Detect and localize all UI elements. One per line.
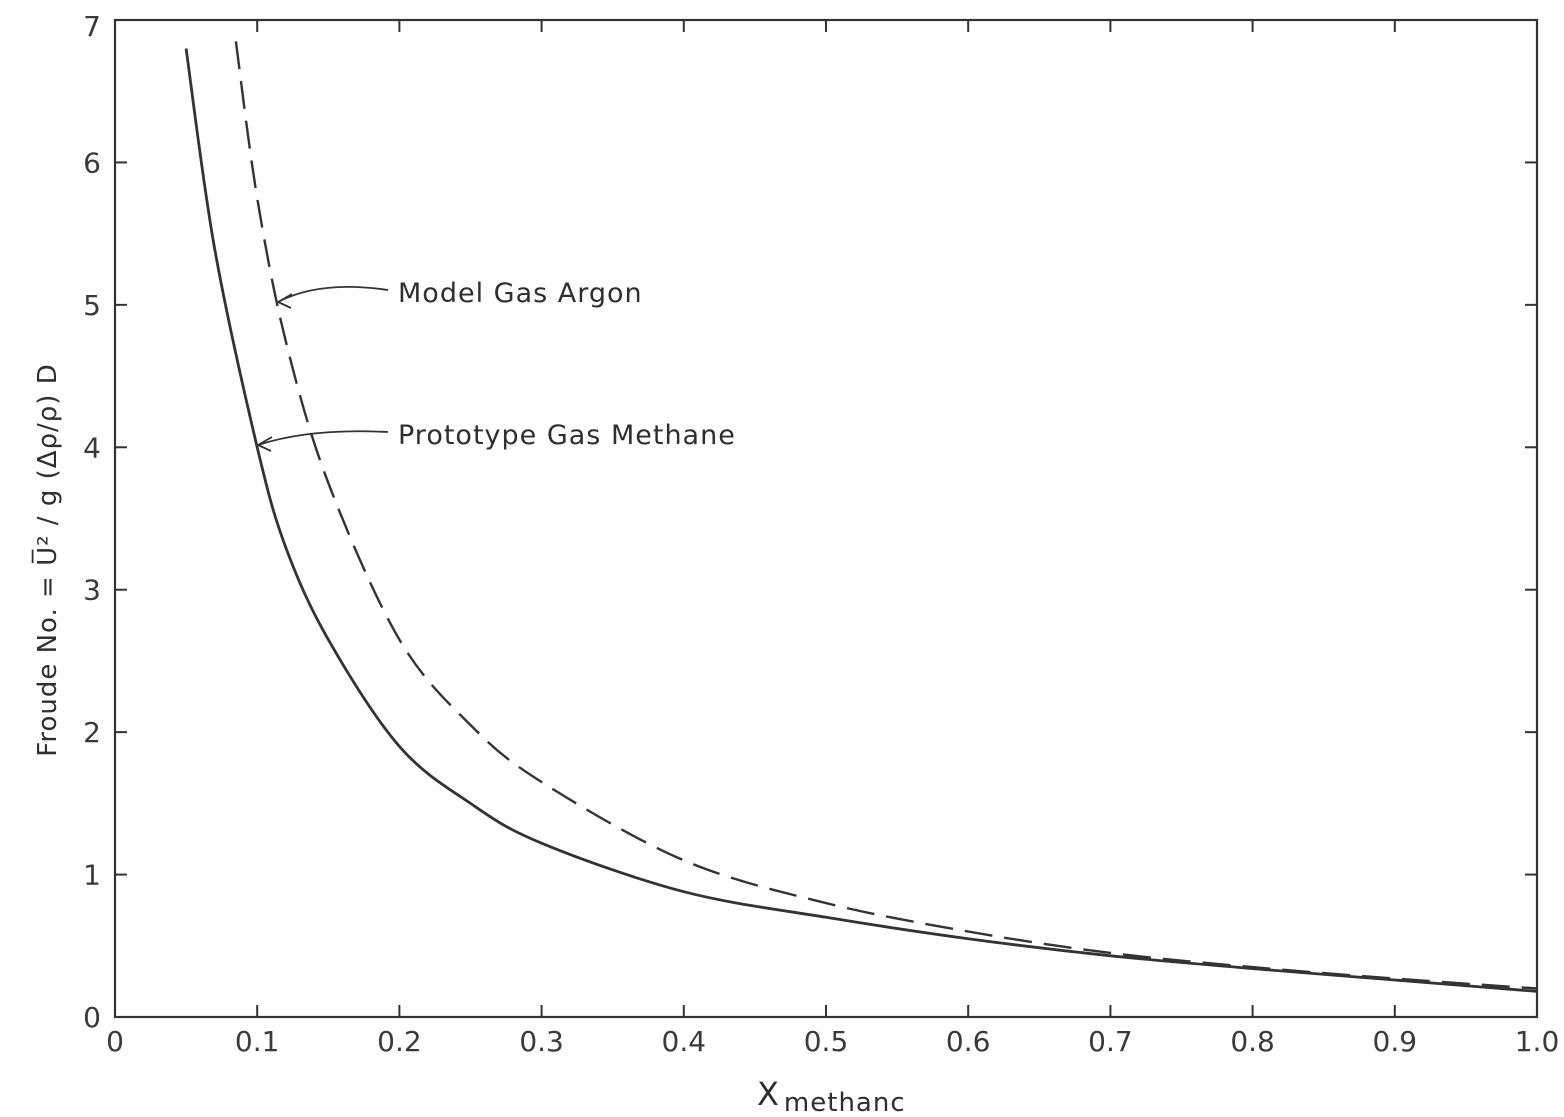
- annotation-arrow-line: [277, 286, 389, 303]
- y-tick-label: 1: [83, 859, 101, 892]
- series-lines: [184, 41, 1538, 993]
- y-tick-label: 7: [83, 10, 101, 43]
- annotation-prototype-gas-methane: Prototype Gas Methane: [257, 420, 736, 452]
- annotation-arrow-line: [257, 430, 389, 446]
- axis-ticks: 0 0.1 0.2 0.3 0.4 0.5 0.6 0.7 0.8 0.9 1.0 0 1 2 3 4 5 6 7: [83, 10, 1559, 1058]
- x-tick-label: 0.3: [519, 1025, 564, 1058]
- x-tick-label: 0.8: [1230, 1025, 1275, 1058]
- annotation-arrow-head: [277, 293, 293, 309]
- x-tick-label: 0.6: [946, 1025, 991, 1058]
- x-tick-label: 0.9: [1373, 1025, 1418, 1058]
- x-tick-label: 0.2: [377, 1025, 422, 1058]
- annotation-arrow-head: [257, 436, 273, 452]
- x-axis-title-subscript: methanc: [784, 1088, 906, 1117]
- annotation-text: Model Gas Argon: [398, 278, 643, 309]
- y-tick-label: 4: [83, 431, 101, 464]
- y-tick-label: 0: [83, 1001, 101, 1034]
- y-tick-label: 5: [83, 289, 101, 322]
- annotation-text: Prototype Gas Methane: [398, 420, 736, 451]
- y-tick-label: 2: [83, 716, 101, 749]
- x-tick-label: 0.5: [804, 1025, 849, 1058]
- series-prototype-gas-methane: [184, 48, 1538, 993]
- y-axis-title: Froude No. = U̅² / g (Δρ/ρ) D: [31, 363, 63, 756]
- series-model-gas-argon: [234, 41, 1538, 990]
- annotation-model-gas-argon: Model Gas Argon: [277, 278, 643, 309]
- plot-border: [113, 18, 1539, 1019]
- x-tick-label: 0.1: [235, 1025, 280, 1058]
- x-tick-label: 0: [106, 1025, 124, 1058]
- x-axis-title-symbol: X: [757, 1075, 780, 1113]
- y-tick-label: 3: [83, 574, 101, 607]
- x-tick-label: 0.7: [1088, 1025, 1133, 1058]
- plot-frame: [113, 18, 1539, 1019]
- annotations: Model Gas Argon Prototype Gas Methane: [257, 278, 736, 452]
- x-tick-label: 1.0: [1515, 1025, 1560, 1058]
- x-tick-label: 0.4: [662, 1025, 707, 1058]
- y-tick-label: 6: [83, 146, 101, 179]
